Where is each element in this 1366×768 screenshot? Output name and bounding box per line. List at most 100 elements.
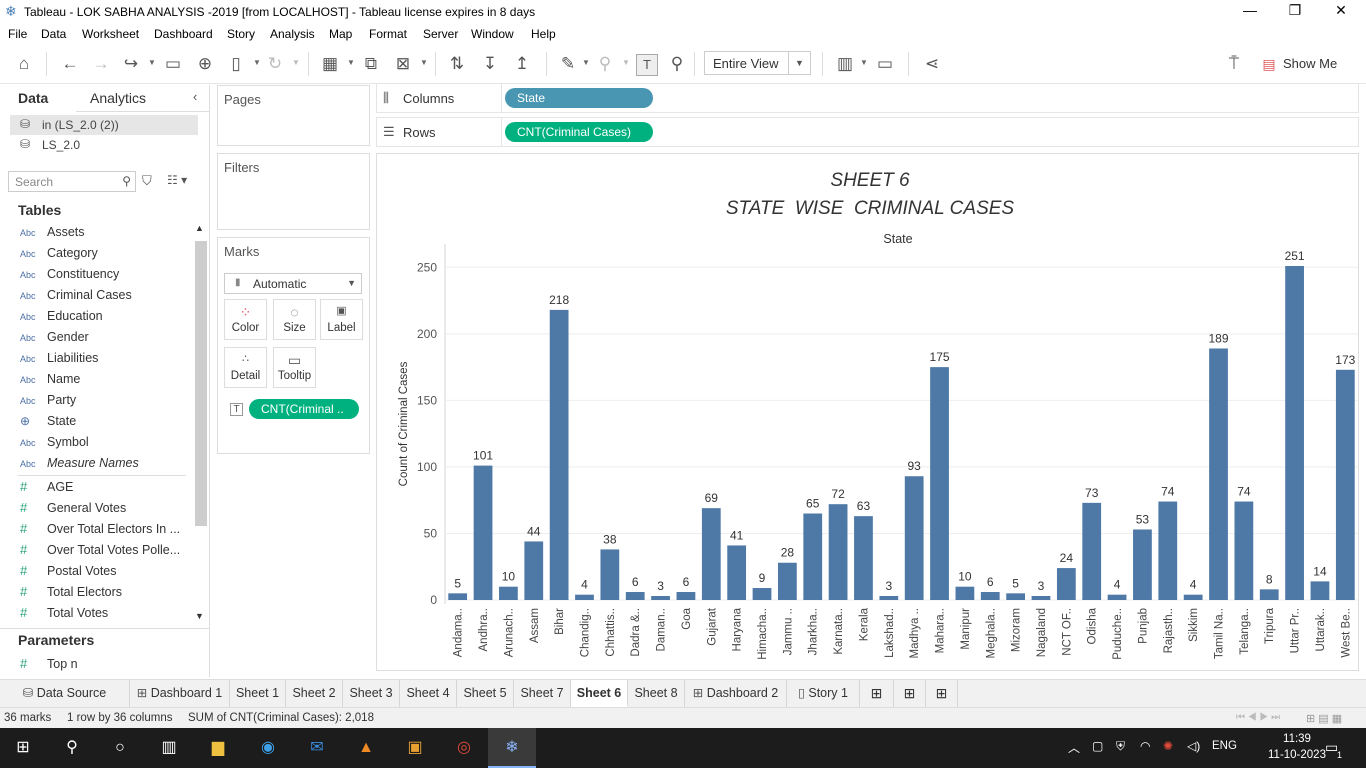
rows-shelf[interactable]: ☰ Rows CNT(Criminal Cases): [376, 117, 1359, 147]
field-criminal-cases[interactable]: Abc Criminal Cases: [20, 285, 190, 306]
bar[interactable]: [676, 592, 696, 600]
bar[interactable]: [651, 596, 670, 600]
show-mark-labels-icon[interactable]: T: [636, 54, 658, 76]
tray-chevron-icon[interactable]: ︿: [1068, 741, 1081, 755]
field-assets[interactable]: Abc Assets: [20, 222, 190, 243]
refresh-icon[interactable]: ↻: [267, 54, 283, 73]
menu-analysis[interactable]: Analysis: [270, 27, 315, 41]
home-icon[interactable]: ⌂: [18, 54, 30, 73]
bar[interactable]: [777, 562, 797, 600]
bar-chart[interactable]: SHEET 6 STATE WISE CRIMINAL CASES State …: [377, 154, 1358, 670]
presentation-mode-icon[interactable]: ▭: [876, 54, 894, 73]
chrome-icon[interactable]: ◎: [457, 739, 471, 756]
color-button[interactable]: ⁘ Color: [224, 299, 267, 340]
field-education[interactable]: Abc Education: [20, 306, 190, 327]
tab-dashboard-2[interactable]: ⊞ Dashboard 2: [685, 680, 787, 707]
scroll-up-icon[interactable]: ▲: [195, 223, 204, 233]
tab-sheet-6[interactable]: Sheet 6: [571, 680, 628, 707]
pause-updates-icon[interactable]: ▯: [231, 54, 241, 73]
notification-icon[interactable]: ▭: [1325, 739, 1339, 755]
pages-card[interactable]: Pages: [217, 85, 370, 146]
view-list-icon[interactable]: ☷ ▾: [167, 173, 188, 187]
tray-security-icon[interactable]: ⛨: [1116, 739, 1126, 753]
task-view-icon[interactable]: ▥: [161, 739, 177, 756]
bar[interactable]: [549, 309, 569, 600]
bar[interactable]: [828, 504, 848, 600]
bar[interactable]: [1183, 594, 1203, 600]
menu-data[interactable]: Data: [41, 27, 67, 41]
field-postal-votes[interactable]: # Postal Votes: [20, 560, 190, 581]
highlight-icon[interactable]: ✎: [560, 54, 576, 73]
view-canvas[interactable]: SHEET 6 STATE WISE CRIMINAL CASES State …: [376, 153, 1359, 671]
datasource-item[interactable]: LS_2.0: [42, 138, 81, 152]
tab-sheet-3[interactable]: Sheet 3: [343, 680, 400, 707]
bar[interactable]: [1082, 502, 1102, 600]
mail-icon[interactable]: ✉: [310, 739, 324, 756]
bar[interactable]: [1259, 589, 1279, 600]
menu-window[interactable]: Window: [471, 27, 514, 41]
detail-button[interactable]: ∴ Detail: [224, 347, 267, 388]
tab-sheet-2[interactable]: Sheet 2: [286, 680, 343, 707]
new-story-tab-icon[interactable]: ⊞: [926, 680, 958, 707]
tray-app-icon[interactable]: ✺: [1163, 739, 1174, 753]
store-icon[interactable]: ▣: [407, 739, 423, 756]
save-icon[interactable]: ▭: [164, 54, 182, 73]
menu-help[interactable]: Help: [531, 27, 556, 41]
replay-icon[interactable]: ↪: [123, 54, 139, 73]
bar[interactable]: [701, 508, 721, 600]
bar[interactable]: [448, 593, 468, 600]
bar[interactable]: [1285, 265, 1304, 600]
bar[interactable]: [1158, 501, 1178, 600]
field-category[interactable]: Abc Category: [20, 243, 190, 264]
windows-start-icon[interactable]: ⊞: [16, 739, 30, 756]
new-worksheet-tab-icon[interactable]: ⊞: [860, 680, 894, 707]
size-button[interactable]: ◌ Size: [273, 299, 316, 340]
system-clock[interactable]: 11:39 11-10-2023: [1262, 731, 1332, 763]
minimize-button[interactable]: —: [1243, 2, 1257, 18]
wifi-icon[interactable]: ◠: [1140, 739, 1151, 753]
menu-worksheet[interactable]: Worksheet: [82, 27, 140, 41]
bar[interactable]: [1234, 501, 1254, 600]
field-gender[interactable]: Abc Gender: [20, 327, 190, 348]
bar[interactable]: [803, 513, 823, 601]
new-worksheet-icon[interactable]: ▦: [321, 54, 339, 73]
field-constituency[interactable]: Abc Constituency: [20, 264, 190, 285]
field-total-electors[interactable]: # Total Electors: [20, 581, 190, 602]
filter-icon[interactable]: ⛉: [142, 173, 152, 188]
show-me-icon[interactable]: ▤: [1262, 56, 1276, 72]
chevron-down-icon[interactable]: ▼: [347, 278, 356, 288]
datasource-item[interactable]: in (LS_2.0 (2)): [42, 118, 119, 132]
tab-story-1[interactable]: ▯ Story 1: [787, 680, 860, 707]
redo-icon[interactable]: →: [92, 54, 110, 73]
label-button[interactable]: ▣ Label: [320, 299, 363, 340]
sort-descending-icon[interactable]: ↥: [514, 54, 530, 73]
field-state[interactable]: ⊕ State: [20, 411, 190, 432]
sort-ascending-icon[interactable]: ↧: [482, 54, 498, 73]
clear-sheet-icon[interactable]: ⊠: [395, 54, 411, 73]
search-input[interactable]: Search ⚲: [8, 171, 136, 192]
bar[interactable]: [955, 586, 975, 600]
tab-analytics[interactable]: Analytics: [90, 90, 147, 106]
tab-data-source[interactable]: ⛁ Data Source: [0, 680, 130, 707]
new-datasource-icon[interactable]: ⊕: [197, 54, 213, 73]
bar[interactable]: [1209, 348, 1228, 600]
bar[interactable]: [752, 588, 772, 600]
bar[interactable]: [625, 592, 645, 600]
close-button[interactable]: ✕: [1335, 2, 1347, 18]
bar[interactable]: [524, 541, 544, 600]
columns-state-pill[interactable]: State: [505, 88, 653, 108]
pin-icon[interactable]: ⚲: [670, 54, 684, 73]
field-age[interactable]: # AGE: [20, 476, 190, 497]
bar[interactable]: [904, 476, 924, 600]
menu-format[interactable]: Format: [369, 27, 408, 41]
bar[interactable]: [1133, 529, 1152, 600]
search-icon[interactable]: ⚲: [66, 739, 78, 756]
field-measure-names[interactable]: Abc Measure Names: [20, 453, 190, 474]
scroll-down-icon[interactable]: ▼: [195, 611, 204, 621]
bar[interactable]: [1107, 594, 1127, 600]
menu-story[interactable]: Story: [227, 27, 256, 41]
bar[interactable]: [1335, 369, 1355, 600]
tableau-taskbar-icon[interactable]: ❄: [505, 739, 519, 756]
tab-sheet-1[interactable]: Sheet 1: [230, 680, 286, 707]
volume-icon[interactable]: ◁): [1187, 739, 1201, 753]
